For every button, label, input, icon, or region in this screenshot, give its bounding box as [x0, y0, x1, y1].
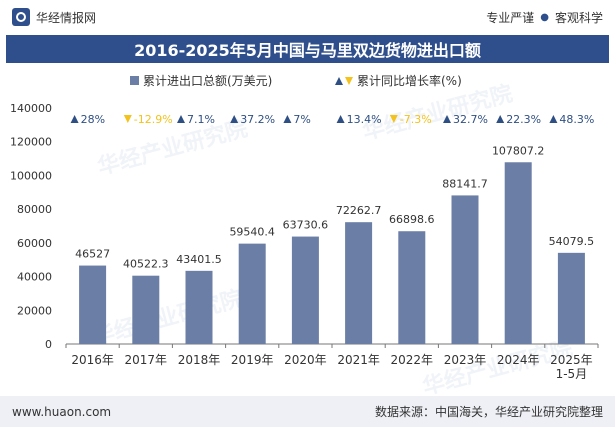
- growth-up-icon: [549, 115, 558, 123]
- slogan-tag-2: 客观科学: [554, 10, 603, 25]
- bar-value-label: 107807.2: [492, 144, 545, 157]
- growth-up-icon: [443, 115, 451, 123]
- growth-down-icon: [123, 115, 132, 123]
- x-tick-label: 2024年: [497, 353, 540, 367]
- y-tick-label: 40000: [17, 271, 52, 284]
- bar-value-label: 59540.4: [229, 226, 275, 239]
- footer: www.huaon.com 数据来源：中国海关，华经产业研究院整理: [0, 396, 615, 427]
- bar: [451, 195, 479, 344]
- x-tick-label: 2018年: [178, 353, 221, 367]
- growth-up-icon: [496, 115, 505, 123]
- footer-source: 数据来源：中国海关，华经产业研究院整理: [374, 405, 603, 419]
- growth-up-icon: [230, 115, 239, 123]
- y-tick-label: 140000: [10, 102, 52, 115]
- y-tick-label: 120000: [10, 136, 52, 149]
- x-tick-label: 1-5月: [556, 367, 588, 381]
- growth-label: 7%: [293, 113, 310, 126]
- y-tick-label: 100000: [10, 169, 52, 182]
- slogan-tag-1: 专业严谨: [486, 10, 535, 25]
- y-tick-label: 80000: [17, 203, 52, 216]
- bar: [79, 265, 107, 344]
- x-tick-label: 2025年: [550, 353, 593, 367]
- bar: [291, 236, 319, 344]
- legend-label-growth: 累计同比增长率(%): [357, 73, 462, 88]
- growth-label: 28%: [81, 113, 105, 126]
- x-tick-label: 2016年: [71, 353, 114, 367]
- bar: [398, 231, 426, 344]
- bar-value-label: 46527: [75, 248, 110, 261]
- bar: [185, 270, 213, 344]
- footer-url: www.huaon.com: [12, 404, 112, 419]
- bar: [557, 252, 585, 344]
- growth-label: 7.1%: [187, 113, 215, 126]
- bar-value-label: 88141.7: [442, 177, 488, 190]
- legend-swatch-total: [130, 76, 139, 85]
- x-tick-label: 2019年: [231, 353, 274, 367]
- x-tick-label: 2017年: [125, 353, 168, 367]
- legend-marker-down-icon: [345, 77, 353, 85]
- title-bar: 2016-2025年5月中国与马里双边货物进出口额: [6, 35, 609, 63]
- bar-value-label: 66898.6: [389, 213, 435, 226]
- bullet-icon: ●: [540, 11, 549, 23]
- bar: [238, 243, 266, 344]
- site-name: 华经情报网: [36, 10, 97, 25]
- top-bar: 华经情报网 专业严谨 ● 客观科学: [0, 0, 615, 34]
- growth-label: 48.3%: [559, 113, 594, 126]
- x-tick-label: 2022年: [391, 353, 434, 367]
- bar-value-label: 63730.6: [283, 219, 329, 232]
- bar-value-label: 72262.7: [336, 204, 382, 217]
- legend-marker-up-icon: [335, 77, 343, 85]
- growth-label: 37.2%: [240, 113, 275, 126]
- x-tick-label: 2020年: [284, 353, 327, 367]
- growth-up-icon: [283, 115, 292, 123]
- growth-label: 32.7%: [453, 113, 488, 126]
- growth-down-icon: [389, 115, 398, 123]
- growth-label: -12.9%: [134, 113, 173, 126]
- chart-title: 2016-2025年5月中国与马里双边货物进出口额: [134, 41, 481, 60]
- growth-up-icon: [336, 115, 345, 123]
- growth-up-icon: [177, 115, 185, 123]
- slogan: 专业严谨 ● 客观科学: [486, 9, 615, 26]
- bar: [345, 222, 373, 344]
- growth-up-icon: [70, 115, 79, 123]
- chart-area: 累计进出口总额(万美元) 累计同比增长率(%) 0 20000 40000 60000 80…: [10, 73, 599, 381]
- x-tick-label: 2023年: [444, 353, 487, 367]
- logo-icon: [12, 8, 30, 26]
- y-tick-label: 60000: [17, 237, 52, 250]
- bar-value-label: 43401.5: [176, 253, 222, 266]
- bar: [132, 275, 160, 344]
- brand: 华经情报网: [0, 8, 96, 26]
- growth-label: 13.4%: [347, 113, 382, 126]
- bar-value-label: 40522.3: [123, 258, 169, 271]
- y-tick-label: 20000: [17, 304, 52, 317]
- y-tick-label: 0: [45, 338, 52, 351]
- growth-label: -7.3%: [400, 113, 432, 126]
- bar-value-label: 54079.5: [549, 235, 595, 248]
- bar: [504, 162, 532, 344]
- x-tick-label: 2021年: [337, 353, 380, 367]
- growth-label: 22.3%: [506, 113, 541, 126]
- legend-label-total: 累计进出口总额(万美元): [143, 74, 272, 88]
